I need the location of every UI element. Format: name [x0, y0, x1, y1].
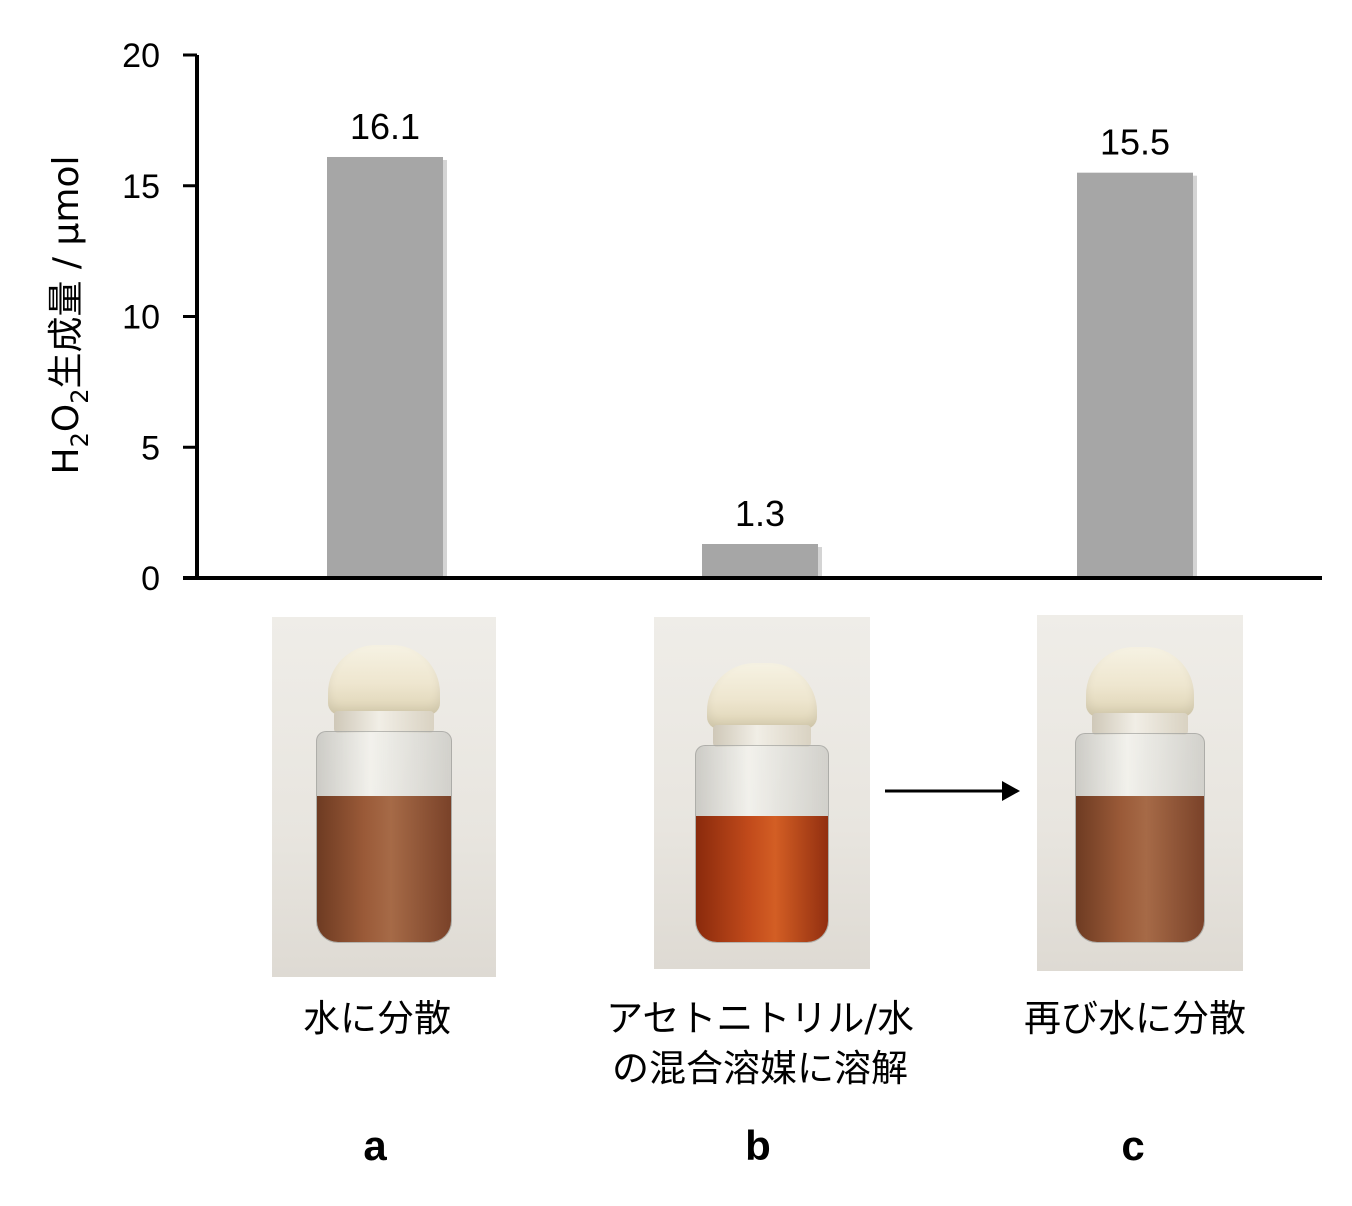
bar-a [327, 156, 443, 579]
ylabel-sub2: 2 [66, 389, 94, 404]
caption-a: 水に分散 [303, 997, 451, 1040]
ylabel-h: H [46, 447, 87, 474]
vial-photo-b [654, 617, 870, 969]
data-label-b: 1.3 [735, 493, 785, 534]
ylabel-o: O [46, 404, 87, 432]
bars: 16.1 1.3 15.5 [327, 106, 1197, 579]
caption-b-line1: アセトニトリル/水 [606, 997, 914, 1040]
vial-photo-c [1037, 615, 1243, 971]
arrow-icon [885, 781, 1020, 801]
y-tick-label: 5 [141, 429, 160, 467]
y-tick-label: 15 [122, 168, 160, 206]
caption-c: 再び水に分散 [1024, 997, 1246, 1040]
ylabel-sub1: 2 [66, 432, 94, 447]
ylabel-rest: 生成量 / μmol [46, 155, 87, 388]
data-label-c: 15.5 [1100, 122, 1170, 163]
y-tick-label: 20 [122, 37, 160, 75]
label-a: a [363, 1122, 387, 1169]
bar-c [1077, 172, 1193, 579]
data-label-a: 16.1 [350, 106, 420, 147]
caption-b: アセトニトリル/水 の混合溶媒に溶解 [560, 994, 960, 1094]
label-c: c [1121, 1122, 1145, 1169]
bar-b [702, 544, 818, 578]
vial-photo-a [272, 617, 496, 977]
y-tick-label: 10 [122, 299, 160, 337]
y-tick-label: 0 [141, 560, 160, 598]
label-b: b [745, 1122, 771, 1169]
caption-b-line2: の混合溶媒に溶解 [612, 1047, 908, 1090]
y-axis-label: H2O2生成量 / μmol [46, 155, 94, 474]
y-axis-ticks: 0 5 10 15 20 [122, 37, 197, 598]
